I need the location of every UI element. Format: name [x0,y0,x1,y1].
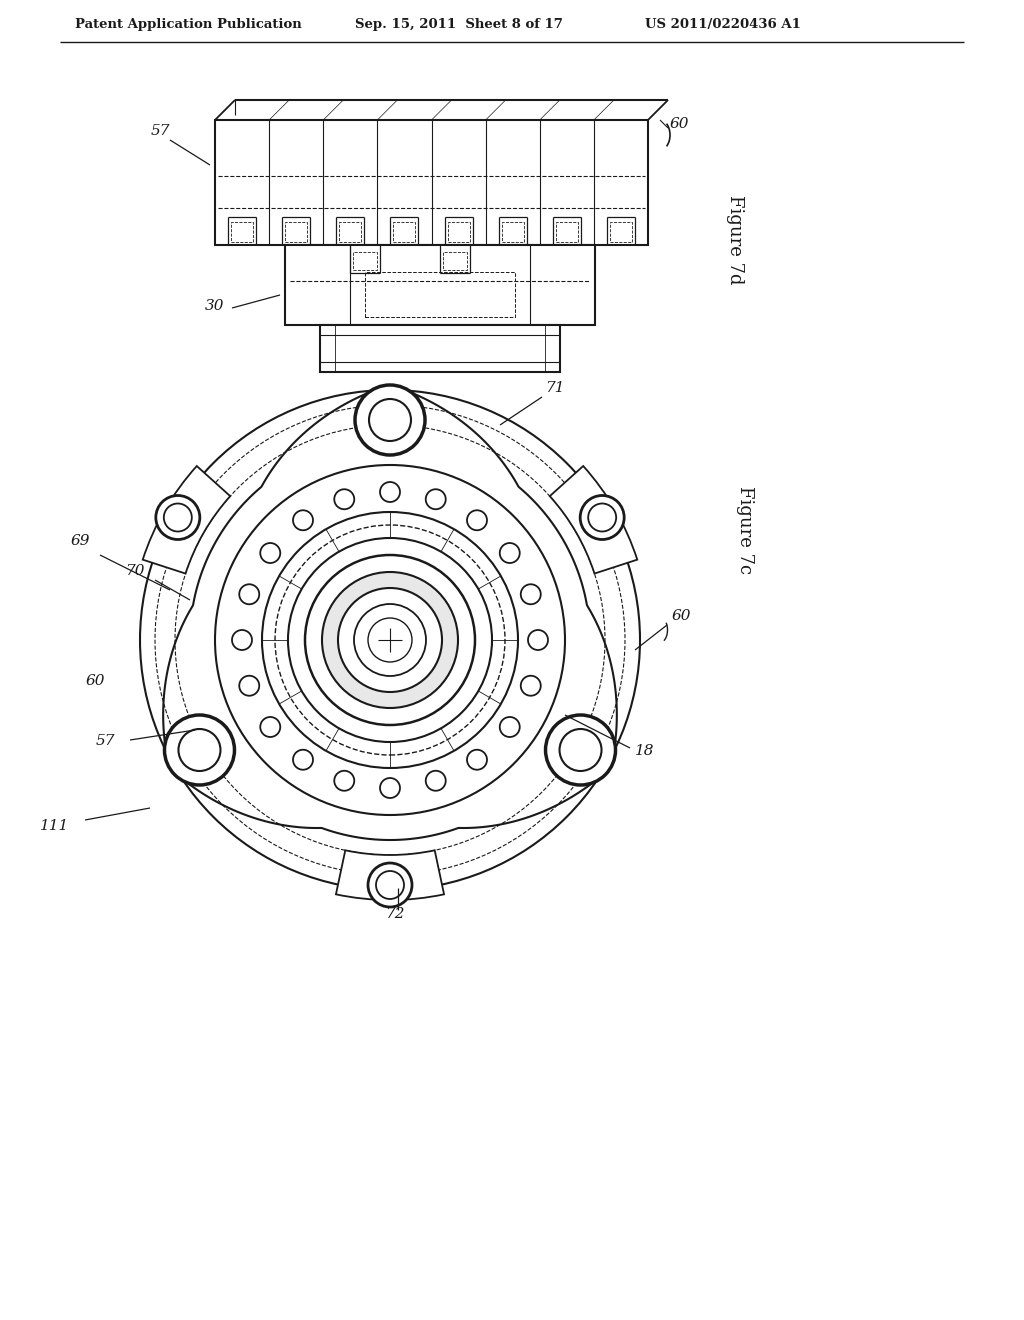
Circle shape [581,495,625,540]
Bar [353,252,377,271]
Circle shape [380,482,400,502]
Circle shape [500,717,520,737]
Text: Figure 7d: Figure 7d [726,195,744,285]
Circle shape [260,717,281,737]
Circle shape [546,715,615,785]
Circle shape [355,385,425,455]
Text: 70: 70 [125,564,144,578]
Circle shape [322,572,458,708]
Polygon shape [163,385,616,840]
Bar [447,222,470,242]
Text: Patent Application Publication: Patent Application Publication [75,18,302,30]
Circle shape [215,465,565,814]
Bar [286,222,307,242]
Text: 60: 60 [85,675,104,688]
Bar [502,222,523,242]
Circle shape [426,490,445,510]
Circle shape [305,554,475,725]
Bar [443,252,467,271]
Bar [319,325,560,372]
Text: 60: 60 [670,117,689,131]
Circle shape [467,750,487,770]
Circle shape [293,511,313,531]
Circle shape [334,490,354,510]
Wedge shape [142,466,230,574]
Circle shape [426,771,445,791]
Text: 69: 69 [71,535,90,548]
Text: 60: 60 [672,609,691,623]
Bar [610,222,632,242]
Text: Sep. 15, 2011  Sheet 8 of 17: Sep. 15, 2011 Sheet 8 of 17 [355,18,563,30]
Circle shape [232,630,252,649]
Text: Figure 7c: Figure 7c [736,486,754,574]
Circle shape [260,543,281,564]
Circle shape [380,777,400,799]
Text: US 2011/0220436 A1: US 2011/0220436 A1 [645,18,801,30]
Circle shape [500,543,520,564]
Text: 57: 57 [151,124,170,139]
Text: 111: 111 [40,818,70,833]
Bar [339,222,361,242]
Text: 30: 30 [205,300,224,313]
Circle shape [240,676,259,696]
Circle shape [165,715,234,785]
Circle shape [293,750,313,770]
Circle shape [368,863,412,907]
Bar [231,222,253,242]
Circle shape [334,771,354,791]
Circle shape [521,676,541,696]
Text: 18: 18 [635,744,654,758]
Bar [365,272,515,317]
Circle shape [467,511,487,531]
Circle shape [140,389,640,890]
Circle shape [240,585,259,605]
Circle shape [338,587,442,692]
Wedge shape [550,466,637,574]
Circle shape [521,585,541,605]
Bar [215,120,648,246]
Circle shape [528,630,548,649]
Text: 72: 72 [385,907,404,921]
Text: 57: 57 [95,734,115,748]
Text: 71: 71 [545,381,564,395]
Bar [393,222,416,242]
Wedge shape [336,850,444,900]
Bar [285,246,595,325]
Bar [556,222,578,242]
Circle shape [156,495,200,540]
